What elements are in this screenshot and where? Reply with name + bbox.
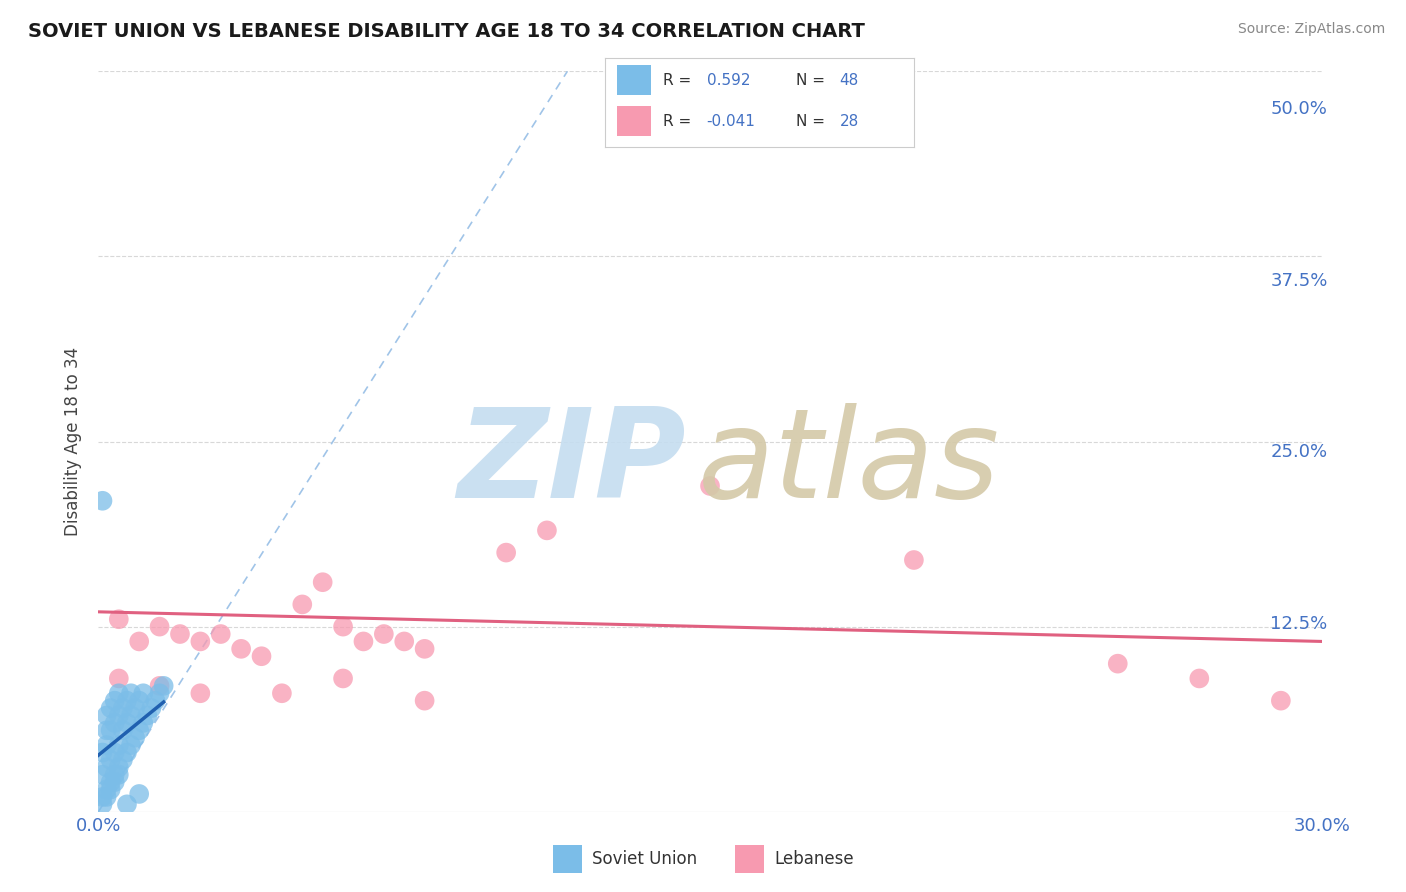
Point (183, 677, 205, 691)
Text: Soviet Union: Soviet Union (592, 849, 697, 868)
Point (176, 711, 198, 725)
Point (346, 594, 368, 608)
Point (215, 683, 238, 698)
Point (309, 642, 332, 657)
Point (456, 683, 478, 698)
Point (401, 629, 423, 643)
Point (183, 746, 205, 760)
Point (190, 731, 212, 746)
Point (176, 690, 198, 705)
Text: 0.592: 0.592 (707, 73, 751, 87)
Point (456, 636, 478, 650)
Text: -0.041: -0.041 (707, 114, 755, 128)
Point (172, 773, 194, 788)
Point (172, 766, 194, 780)
Point (201, 771, 224, 785)
Point (204, 677, 226, 691)
Point (201, 629, 224, 643)
Bar (617, 65, 651, 95)
Bar (553, 845, 582, 872)
Point (176, 766, 198, 780)
Point (527, 546, 550, 561)
Text: N =: N = (796, 73, 830, 87)
Point (169, 731, 191, 746)
Point (190, 780, 212, 794)
Text: R =: R = (664, 114, 696, 128)
Point (179, 759, 201, 773)
Text: SOVIET UNION VS LEBANESE DISABILITY AGE 18 TO 34 CORRELATION CHART: SOVIET UNION VS LEBANESE DISABILITY AGE … (28, 22, 865, 41)
Point (219, 615, 242, 630)
Point (1146, 663, 1168, 677)
Point (172, 711, 194, 725)
Point (208, 698, 231, 712)
Text: R =: R = (664, 73, 696, 87)
Y-axis label: Disability Age 18 to 34: Disability Age 18 to 34 (65, 356, 83, 545)
Point (179, 705, 201, 719)
Point (183, 725, 205, 739)
Text: N =: N = (796, 114, 830, 128)
Point (256, 677, 278, 691)
Point (382, 615, 405, 630)
Point (179, 731, 201, 746)
Point (169, 753, 191, 767)
Text: 48: 48 (839, 73, 859, 87)
Point (186, 739, 209, 753)
Point (197, 690, 219, 705)
Point (201, 683, 224, 698)
Point (169, 499, 191, 513)
Point (238, 622, 260, 636)
Point (564, 525, 586, 540)
Point (710, 484, 733, 499)
Point (1218, 683, 1240, 698)
Text: Lebanese: Lebanese (773, 849, 853, 868)
Point (291, 636, 314, 650)
Point (186, 690, 209, 705)
Point (201, 711, 224, 725)
Point (194, 698, 217, 712)
Point (891, 553, 914, 567)
Point (190, 705, 212, 719)
Text: Source: ZipAtlas.com: Source: ZipAtlas.com (1237, 22, 1385, 37)
Point (382, 663, 405, 677)
Point (212, 690, 235, 705)
Bar (617, 106, 651, 136)
Point (172, 698, 194, 712)
Point (222, 670, 245, 684)
Point (172, 725, 194, 739)
Point (197, 718, 219, 732)
Bar (734, 845, 765, 872)
Point (190, 683, 212, 698)
Point (179, 683, 201, 698)
Point (219, 677, 242, 691)
Point (183, 698, 205, 712)
Point (219, 670, 242, 684)
Point (176, 739, 198, 753)
Point (419, 622, 441, 636)
Point (186, 711, 209, 725)
Point (169, 780, 191, 794)
Point (328, 677, 350, 691)
Point (183, 608, 205, 623)
Text: ZIP: ZIP (470, 410, 699, 532)
Point (169, 773, 191, 788)
Point (274, 622, 297, 636)
Point (183, 753, 205, 767)
Point (194, 677, 217, 691)
Text: 28: 28 (839, 114, 859, 128)
Point (194, 725, 217, 739)
Point (176, 759, 198, 773)
Point (179, 753, 201, 767)
Text: atlas: atlas (710, 410, 1012, 532)
Point (1073, 649, 1095, 664)
Point (256, 629, 278, 643)
Point (204, 705, 226, 719)
Point (437, 629, 460, 643)
Point (364, 574, 387, 588)
Point (172, 746, 194, 760)
Point (183, 663, 205, 677)
